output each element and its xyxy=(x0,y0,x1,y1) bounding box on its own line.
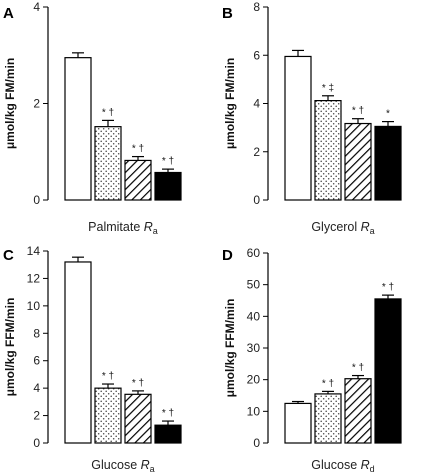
y-tick-label: 0 xyxy=(253,193,260,207)
y-tick-label: 2 xyxy=(253,145,260,159)
y-tick-label: 20 xyxy=(247,373,261,387)
bar-dotted xyxy=(94,387,122,444)
panel-letter: B xyxy=(222,5,233,22)
y-tick-label: 0 xyxy=(253,436,260,450)
y-tick-label: 8 xyxy=(253,0,260,14)
y-tick-label: 50 xyxy=(247,278,261,292)
y-axis-label: μmol/kg FFM/min xyxy=(223,299,237,398)
y-tick-label: 6 xyxy=(253,48,260,62)
bar-white xyxy=(284,402,312,444)
y-tick-label: 30 xyxy=(247,341,261,355)
y-tick-label: 12 xyxy=(27,271,41,285)
bar-black xyxy=(374,125,402,201)
x-axis-label: Palmitate Ra xyxy=(88,220,158,236)
panel-letter: D xyxy=(222,247,233,264)
x-axis-label: Glucose Rd xyxy=(311,458,374,474)
bar-white xyxy=(64,57,92,201)
significance-label: * † xyxy=(102,371,114,382)
significance-label: * † xyxy=(352,106,364,117)
y-tick-label: 10 xyxy=(27,299,41,313)
y-axis-label: μmol/kg FM/min xyxy=(223,58,237,149)
bar-black xyxy=(154,171,182,201)
bar-hatched xyxy=(344,122,372,201)
x-axis-label: Glycerol Ra xyxy=(311,220,374,236)
panel-D: D 0 10 20 30 40 50 60 μmol/kg FFM/min * † * † * † Gl… xyxy=(222,246,402,474)
bar-white xyxy=(64,261,92,444)
bar-hatched xyxy=(344,378,372,444)
y-tick-label: 60 xyxy=(247,246,261,260)
x-axis-label: Glucose Ra xyxy=(91,458,154,474)
significance-label: * † xyxy=(102,107,114,118)
bar-black xyxy=(154,424,182,444)
y-tick-label: 0 xyxy=(33,436,40,450)
y-tick-label: 4 xyxy=(253,97,260,111)
y-tick-label: 2 xyxy=(33,409,40,423)
panel-C: C 0 2 4 6 8 10 12 14 μmol/kg FFM/min * † * † * † Gluc… xyxy=(3,244,182,474)
panel-letter: A xyxy=(3,5,14,22)
significance-label: * † xyxy=(352,363,364,374)
significance-label: * ‡ xyxy=(322,83,334,94)
bar-hatched xyxy=(124,159,152,201)
y-tick-label: 4 xyxy=(33,0,40,14)
y-tick-label: 10 xyxy=(247,404,261,418)
bar-dotted xyxy=(314,393,342,444)
bar-white xyxy=(284,55,312,201)
significance-label: * † xyxy=(322,378,334,389)
y-tick-label: 4 xyxy=(33,381,40,395)
bar-dotted xyxy=(94,126,122,201)
significance-label: * † xyxy=(382,282,394,293)
y-tick-label: 0 xyxy=(33,193,40,207)
panel-B: B 0 2 4 6 8 μmol/kg FM/min * ‡ * † * Glycerol Ra xyxy=(222,0,402,236)
y-tick-label: 2 xyxy=(33,97,40,111)
y-axis-label: μmol/kg FM/min xyxy=(3,58,17,149)
bar-dotted xyxy=(314,100,342,201)
significance-label: * † xyxy=(132,378,144,389)
bar-black xyxy=(374,298,402,444)
significance-label: * xyxy=(386,109,390,120)
y-tick-label: 40 xyxy=(247,309,261,323)
significance-label: * † xyxy=(162,408,174,419)
panel-A: A 0 2 4 μmol/kg FM/min * † * † * † Palmitate Ra xyxy=(3,0,182,236)
y-axis-label: μmol/kg FFM/min xyxy=(3,298,17,397)
y-tick-label: 6 xyxy=(33,354,40,368)
bar-hatched xyxy=(124,393,152,444)
panel-letter: C xyxy=(3,247,14,264)
y-tick-label: 8 xyxy=(33,326,40,340)
significance-label: * † xyxy=(162,156,174,167)
significance-label: * † xyxy=(132,144,144,155)
y-tick-label: 14 xyxy=(27,244,41,258)
